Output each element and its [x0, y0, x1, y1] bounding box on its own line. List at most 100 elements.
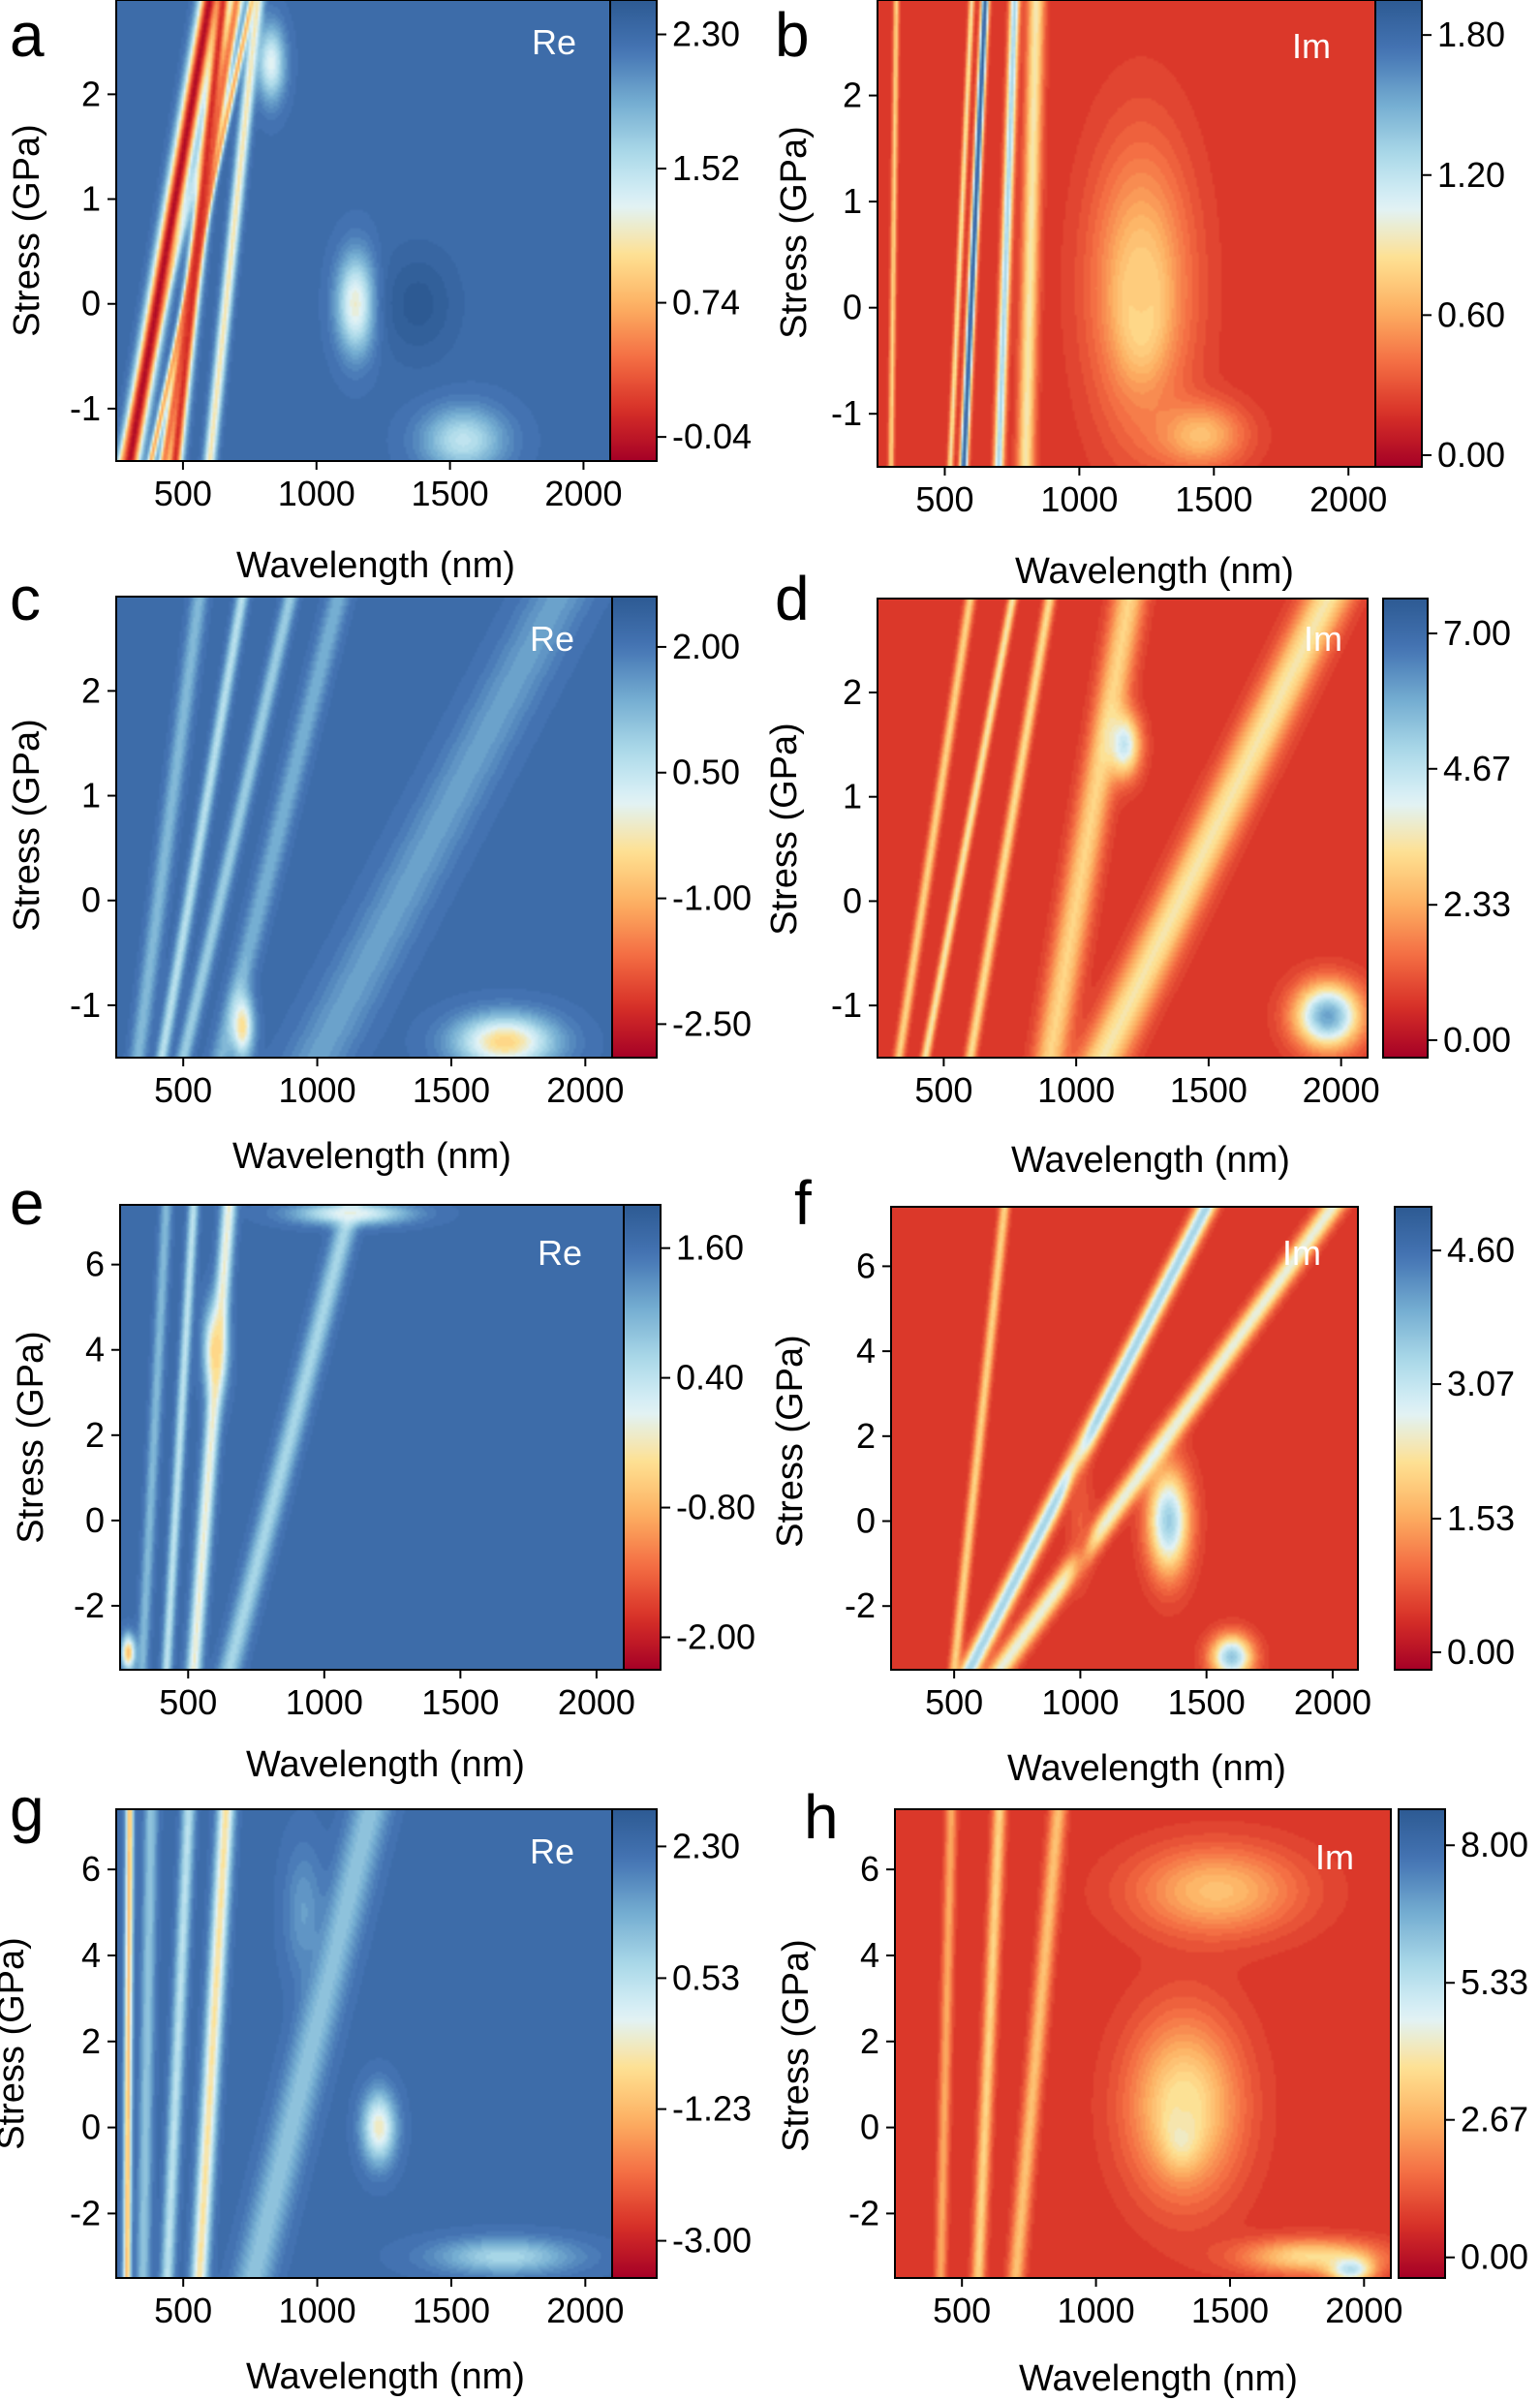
heatmap-image	[878, 0, 1375, 467]
panel-letter: c	[10, 564, 41, 633]
heatmap-image	[120, 1205, 624, 1670]
x-tick-label: 500	[933, 2291, 991, 2330]
colorbar-tick-label: -0.04	[672, 416, 752, 456]
panel-letter: g	[10, 1774, 45, 1844]
heatmap-image	[116, 597, 612, 1058]
y-tick-label: -2	[845, 1585, 876, 1625]
colorbar-frame	[609, 0, 658, 462]
colorbar-gradient	[610, 0, 657, 461]
heatmap-plot: 500 1000 1500 2000 -2 0 2 4 6 Im	[845, 1206, 1371, 1722]
panel-b: b 500 1000 1500 2000 -1 0 1 2 Im Wavelength (n…	[774, 0, 1505, 592]
y-tick-label: 2	[856, 1416, 876, 1456]
x-axis-title: Wavelength (nm)	[1007, 1748, 1286, 1789]
y-axis-title: Stress (GPa)	[776, 1939, 816, 2152]
y-tick-label: -1	[831, 393, 862, 433]
heatmap-plot: 500 1000 1500 2000 -1 0 1 2 Re	[70, 0, 622, 513]
y-tick-label: -1	[70, 388, 101, 428]
y-tick-label: 4	[860, 1935, 879, 1975]
y-tick-label: 1	[843, 181, 862, 221]
x-ticks: 500 1000 1500 2000	[933, 2278, 1402, 2330]
colorbar-ticks: 7.00 4.67 2.33 0.00	[1428, 613, 1511, 1060]
x-tick-label: 500	[154, 474, 212, 513]
x-tick-label: 500	[154, 2291, 212, 2330]
x-ticks: 500 1000 1500 2000	[154, 2278, 624, 2330]
x-axis-title: Wavelength (nm)	[246, 2356, 525, 2397]
colorbar-ticks: 2.30 1.52 0.74 -0.04	[657, 15, 752, 456]
y-tick-label: 0	[81, 284, 101, 323]
colorbar-tick-label: -3.00	[672, 2221, 752, 2261]
y-tick-label: 4	[85, 1330, 105, 1370]
colorbar-gradient	[612, 1809, 657, 2278]
colorbar-ticks: 1.80 1.20 0.60 0.00	[1422, 15, 1505, 475]
x-tick-label: 1000	[279, 1070, 356, 1110]
x-tick-label: 500	[925, 1682, 983, 1722]
x-axis-title: Wavelength (nm)	[1019, 2358, 1298, 2399]
panel-e: e 500 1000 1500 2000 -2 0 2 4 6 Re Wavelength (…	[10, 1168, 755, 1785]
y-tick-label: 1	[81, 776, 101, 816]
y-tick-label: 4	[81, 1935, 101, 1975]
y-ticks: -2 0 2 4 6	[74, 1245, 120, 1625]
panel-h: h 500 1000 1500 2000 -2 0 2 4 6 Im Wavelength (…	[776, 1782, 1528, 2399]
x-tick-label: 1000	[1041, 1682, 1119, 1722]
colorbar-tick-label: 2.33	[1443, 884, 1511, 924]
colorbar-ticks: 2.00 0.50 -1.00 -2.50	[657, 627, 752, 1043]
x-tick-label: 1000	[286, 1682, 363, 1722]
x-tick-label: 2000	[1294, 1682, 1371, 1722]
x-tick-label: 2000	[1309, 479, 1387, 519]
y-axis-title: Stress (GPa)	[7, 124, 47, 337]
heatmap-image	[878, 599, 1368, 1058]
y-ticks: -1 0 1 2	[70, 74, 116, 428]
component-label: Re	[530, 619, 574, 659]
x-axis-title: Wavelength (nm)	[246, 1744, 525, 1785]
colorbar: 1.60 0.40 -0.80 -2.00	[623, 1204, 755, 1671]
heatmap-plot: 500 1000 1500 2000 -2 0 2 4 6 Re	[70, 1808, 624, 2330]
colorbar-tick-label: 0.74	[672, 283, 740, 323]
colorbar-tick-label: 0.60	[1437, 294, 1505, 334]
component-label: Re	[538, 1233, 582, 1273]
y-tick-label: 0	[843, 288, 862, 327]
y-ticks: -1 0 1 2	[831, 672, 878, 1025]
y-tick-label: 2	[860, 2021, 879, 2061]
colorbar: 4.60 3.07 1.53 0.00	[1394, 1206, 1515, 1672]
x-axis-title: Wavelength (nm)	[1011, 1140, 1290, 1181]
component-label: Im	[1282, 1233, 1321, 1273]
colorbar-tick-label: -2.00	[676, 1617, 755, 1657]
y-tick-label: 2	[81, 74, 101, 113]
x-axis-title: Wavelength (nm)	[1015, 551, 1294, 592]
x-tick-label: 500	[154, 1070, 212, 1110]
x-axis-title: Wavelength (nm)	[232, 1136, 511, 1177]
panel-f: f 500 1000 1500 2000 -2 0 2 4 6 Im Wavelength (…	[770, 1168, 1515, 1789]
x-ticks: 500 1000 1500 2000	[159, 1670, 635, 1722]
colorbar-gradient	[1399, 1809, 1445, 2278]
x-axis-title: Wavelength (nm)	[236, 545, 515, 586]
heatmap-image	[891, 1207, 1358, 1670]
y-tick-label: 4	[856, 1331, 876, 1370]
colorbar-tick-label: 0.40	[676, 1358, 744, 1398]
y-tick-label: 2	[81, 670, 101, 710]
y-tick-label: 0	[856, 1501, 876, 1541]
colorbar-tick-label: 1.52	[672, 148, 740, 188]
y-ticks: -1 0 1 2	[70, 670, 116, 1025]
x-tick-label: 500	[159, 1682, 217, 1722]
colorbar: 2.30 1.52 0.74 -0.04	[609, 0, 752, 462]
plot-frame	[877, 598, 1369, 1059]
panel-d: d 500 1000 1500 2000 -1 0 1 2 Im Wavelength (n…	[764, 564, 1511, 1181]
colorbar-ticks: 4.60 3.07 1.53 0.00	[1432, 1230, 1515, 1672]
x-tick-label: 1500	[1168, 1682, 1246, 1722]
colorbar-gradient	[1383, 599, 1428, 1058]
y-tick-label: 6	[85, 1245, 105, 1284]
colorbar-tick-label: 3.07	[1447, 1364, 1515, 1403]
colorbar: 1.80 1.20 0.60 0.00	[1374, 0, 1505, 475]
colorbar-tick-label: 1.53	[1447, 1498, 1515, 1538]
y-axis-title: Stress (GPa)	[764, 723, 805, 936]
x-tick-label: 1000	[279, 2291, 356, 2330]
colorbar-gradient	[1375, 0, 1422, 467]
x-ticks: 500 1000 1500 2000	[915, 467, 1387, 519]
colorbar: 7.00 4.67 2.33 0.00	[1382, 598, 1511, 1060]
colorbar-tick-label: -1.00	[672, 878, 752, 918]
component-label: Im	[1292, 26, 1331, 66]
colorbar-tick-label: 2.67	[1461, 2100, 1528, 2139]
colorbar-tick-label: 4.67	[1443, 749, 1511, 788]
y-ticks: -2 0 2 4 6	[848, 1849, 895, 2232]
y-tick-label: 0	[85, 1500, 105, 1540]
